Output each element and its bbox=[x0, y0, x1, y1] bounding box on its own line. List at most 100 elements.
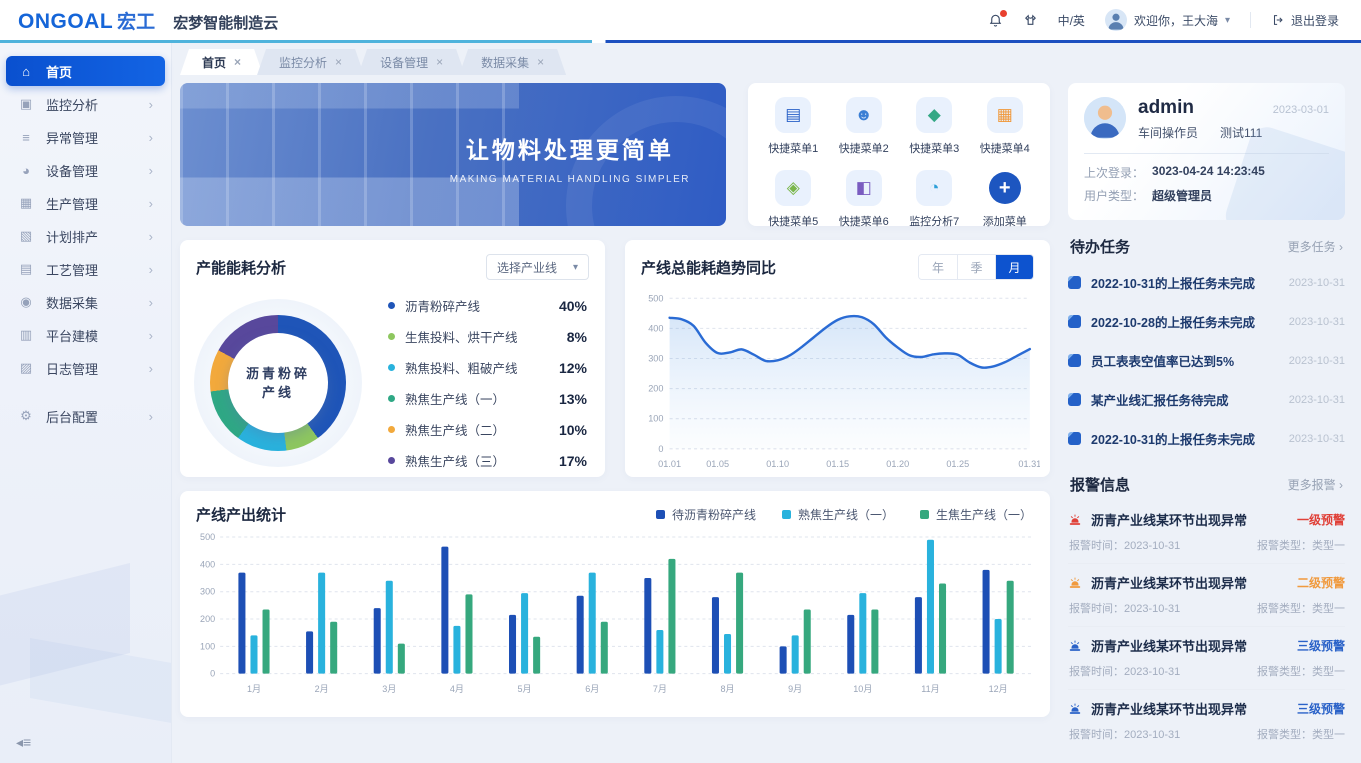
close-tab-icon[interactable]: × bbox=[335, 55, 343, 69]
add-menu-button[interactable]: + 添加菜单 bbox=[970, 170, 1041, 229]
report-icon: ▦ bbox=[986, 97, 1023, 133]
quick-menu-item-3[interactable]: ◆ 快捷菜单3 bbox=[899, 97, 970, 156]
svg-text:11月: 11月 bbox=[921, 684, 939, 694]
header-actions: 中/英 欢迎你，王大海 ▾ 退出登录 bbox=[988, 9, 1339, 31]
task-file-icon bbox=[1068, 276, 1081, 289]
todo-item[interactable]: 2022-10-31的上报任务未完成 2023-10-31 bbox=[1068, 263, 1345, 302]
sidebar-item-monitor[interactable]: ▣ 监控分析 › bbox=[6, 89, 165, 119]
flow-icon: ◆ bbox=[916, 97, 953, 133]
alarm-title: 沥青产业线某环节出现异常 bbox=[1091, 513, 1248, 528]
todo-section-title: 待办任务 bbox=[1070, 239, 1131, 256]
user-avatar bbox=[1084, 97, 1126, 139]
quick-menu-card: ▤ 快捷菜单1 ☻ 快捷菜单2 ◆ 快捷菜单3 ▦ 快捷菜单4 ◈ 快捷菜单5 ◧ 快捷菜单6 ◔ 监控分… bbox=[748, 83, 1050, 229]
svg-text:6月: 6月 bbox=[585, 684, 599, 694]
sidebar-item-config[interactable]: ⚙ 后台配置 › bbox=[6, 401, 165, 431]
svg-text:5月: 5月 bbox=[518, 684, 532, 694]
todo-item[interactable]: 2022-10-31的上报任务未完成 2023-10-31 bbox=[1068, 419, 1345, 458]
notification-bell-icon[interactable] bbox=[988, 9, 1007, 28]
tab-bar: 首页 × 监控分析 × 设备管理 × 数据采集 × bbox=[180, 49, 1345, 75]
close-tab-icon[interactable]: × bbox=[436, 55, 444, 69]
quick-menu-item-5[interactable]: ◈ 快捷菜单5 bbox=[758, 170, 829, 229]
legend-label: 生焦投料、烘干产线 bbox=[405, 331, 518, 345]
theme-skin-icon[interactable] bbox=[1023, 13, 1038, 28]
legend-row-4: 熟焦生产线（一） 13% bbox=[388, 383, 587, 414]
alarm-item-header[interactable]: 沥青产业线某环节出现异常 二级预警 bbox=[1068, 573, 1345, 592]
bar-chart-legend: 待沥青粉碎产线 熟焦生产线（一） 生焦生产线（一） bbox=[655, 506, 1032, 523]
sidebar-item-device[interactable]: ◕ 设备管理 › bbox=[6, 155, 165, 185]
home-icon: ⌂ bbox=[22, 63, 30, 79]
quick-menu-item-1[interactable]: ▤ 快捷菜单1 bbox=[758, 97, 829, 156]
tab-monitor[interactable]: 监控分析 × bbox=[257, 49, 364, 75]
legend-row-5: 熟焦生产线（二） 10% bbox=[388, 414, 587, 445]
todo-item[interactable]: 某产业线汇报任务待完成 2023-10-31 bbox=[1068, 380, 1345, 419]
tab-data[interactable]: 数据采集 × bbox=[459, 49, 566, 75]
plus-icon: + bbox=[988, 172, 1021, 204]
bar-legend-swatch bbox=[655, 510, 665, 519]
energy-trend-card: 产线总能耗趋势同比 年季月 0 100 200 300 400 500 01.01 01.05… bbox=[625, 240, 1050, 477]
more-alarms-link[interactable]: 更多报警 › bbox=[1287, 478, 1343, 492]
svg-text:12月: 12月 bbox=[989, 684, 1008, 694]
bar-legend-item-1: 待沥青粉碎产线 bbox=[655, 506, 756, 523]
sidebar-item-production[interactable]: ▦ 生产管理 › bbox=[6, 188, 165, 218]
tab-label: 设备管理 bbox=[380, 55, 429, 70]
svg-text:01.05: 01.05 bbox=[706, 459, 729, 469]
donut-legend: 沥青粉碎产线 40% 生焦投料、烘干产线 8% 熟焦投料、粗破产线 12% 熟焦生产线（一）… bbox=[388, 290, 587, 476]
user-menu[interactable]: 欢迎你，王大海 ▾ bbox=[1104, 9, 1230, 31]
production-icon: ▦ bbox=[19, 195, 33, 210]
todo-item[interactable]: 员工表表空值率已达到5% 2023-10-31 bbox=[1068, 341, 1345, 380]
alarm-item-header[interactable]: 沥青产业线某环节出现异常 一级预警 bbox=[1068, 510, 1345, 529]
logout-button[interactable]: 退出登录 bbox=[1271, 12, 1339, 29]
sidebar-item-exception[interactable]: ≡ 异常管理 › bbox=[6, 122, 165, 152]
more-tasks-link[interactable]: 更多任务 › bbox=[1287, 240, 1343, 254]
alarm-type: 报警类型：类型一 bbox=[1257, 603, 1345, 615]
language-toggle[interactable]: 中/英 bbox=[1057, 13, 1085, 28]
chevron-right-icon: › bbox=[148, 96, 153, 112]
alarm-level-badge: 三级预警 bbox=[1296, 702, 1345, 716]
alarm-siren-icon bbox=[1068, 513, 1082, 527]
collapse-sidebar-button[interactable]: ◂≡ bbox=[16, 734, 32, 750]
toggle-月[interactable]: 月 bbox=[995, 255, 1033, 279]
bar-legend-item-2: 熟焦生产线（一） bbox=[781, 506, 894, 523]
quick-menu-item-6[interactable]: ◧ 快捷菜单6 bbox=[829, 170, 900, 229]
user-card: admin 2023-03-01 车间操作员 测试111 上次登录： 30 bbox=[1068, 83, 1345, 220]
svg-text:100: 100 bbox=[648, 414, 663, 424]
svg-text:1月: 1月 bbox=[247, 684, 261, 694]
sidebar-item-data[interactable]: ◉ 数据采集 › bbox=[6, 287, 165, 317]
select-value: 选择产业线 bbox=[496, 260, 557, 275]
alarm-item-header[interactable]: 沥青产业线某环节出现异常 三级预警 bbox=[1068, 699, 1345, 718]
sidebar-item-process[interactable]: ▤ 工艺管理 › bbox=[6, 254, 165, 284]
toggle-季[interactable]: 季 bbox=[957, 255, 995, 279]
quick-menu-label: 快捷菜单5 bbox=[768, 216, 819, 228]
sidebar-item-plan[interactable]: ▧ 计划排产 › bbox=[6, 221, 165, 251]
banner-subtitle: MAKING MATERIAL HANDLING SIMPLER bbox=[449, 174, 690, 185]
user-type-value: 超级管理员 bbox=[1152, 189, 1213, 203]
sidebar-item-platform[interactable]: ▥ 平台建模 › bbox=[6, 320, 165, 350]
alarm-level-badge: 一级预警 bbox=[1296, 513, 1345, 527]
alarm-meta: 报警时间：2023-10-31 报警类型：类型一 bbox=[1068, 663, 1345, 679]
quick-menu-item-2[interactable]: ☻ 快捷菜单2 bbox=[829, 97, 900, 156]
toggle-年[interactable]: 年 bbox=[919, 255, 957, 279]
production-line-select[interactable]: 选择产业线 ▾ bbox=[485, 254, 589, 280]
quick-menu-item-4[interactable]: ▦ 快捷菜单4 bbox=[970, 97, 1041, 156]
svg-text:300: 300 bbox=[200, 587, 215, 597]
alarm-item-header[interactable]: 沥青产业线某环节出现异常 三级预警 bbox=[1068, 636, 1345, 655]
quick-menu-label: 快捷菜单3 bbox=[909, 143, 960, 155]
sidebar-item-label: 平台建模 bbox=[46, 328, 99, 344]
svg-text:01.20: 01.20 bbox=[886, 459, 909, 469]
alarm-item: 沥青产业线某环节出现异常 三级预警 报警时间：2023-10-31 报警类型：类型一 bbox=[1068, 690, 1345, 752]
quick-menu-item-7[interactable]: ◔ 监控分析7 bbox=[899, 170, 970, 229]
sidebar-item-home[interactable]: ⌂ 首页 bbox=[6, 56, 165, 86]
app-header: ONGOAL 宏工 宏梦智能制造云 中/英 欢迎你，王大海 ▾ 退出登录 bbox=[0, 0, 1361, 40]
tab-home[interactable]: 首页 × bbox=[180, 49, 263, 75]
close-tab-icon[interactable]: × bbox=[234, 55, 242, 69]
tab-device[interactable]: 设备管理 × bbox=[358, 49, 465, 75]
svg-text:01.10: 01.10 bbox=[766, 459, 789, 469]
donut-halo: 沥青粉碎 产线 bbox=[194, 299, 362, 467]
last-login-value: 3023-04-24 14:23:45 bbox=[1152, 164, 1265, 178]
bar-legend-label: 熟焦生产线（一） bbox=[797, 508, 894, 522]
todo-item[interactable]: 2022-10-28的上报任务未完成 2023-10-31 bbox=[1068, 302, 1345, 341]
close-tab-icon[interactable]: × bbox=[537, 55, 545, 69]
sidebar-item-log[interactable]: ▨ 日志管理 › bbox=[6, 353, 165, 383]
alarm-item: 沥青产业线某环节出现异常 三级预警 报警时间：2023-10-31 报警类型：类型一 bbox=[1068, 627, 1345, 690]
legend-row-2: 生焦投料、烘干产线 8% bbox=[388, 321, 587, 352]
